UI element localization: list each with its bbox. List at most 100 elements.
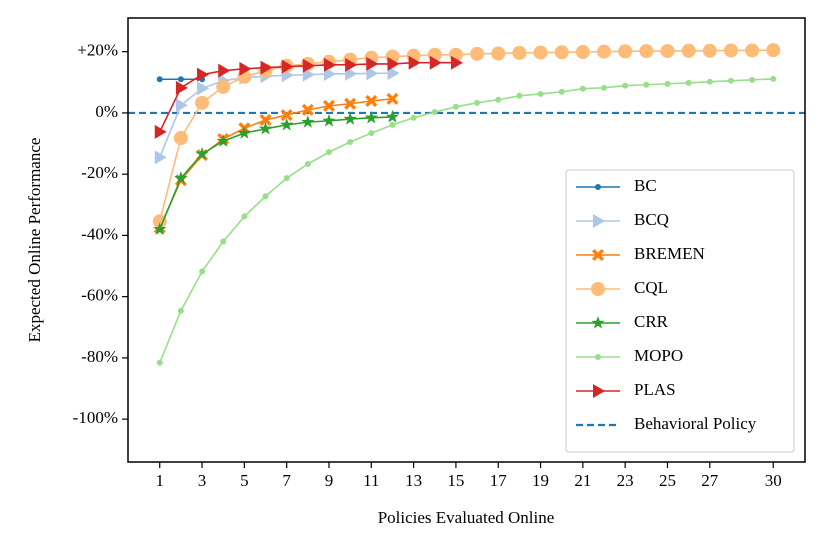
x-tick-label: 21 <box>574 471 591 490</box>
marker <box>220 238 227 245</box>
marker <box>302 58 315 73</box>
series-line <box>158 78 774 364</box>
marker <box>366 66 379 81</box>
x-axis-label: Policies Evaluated Online <box>378 508 555 527</box>
marker <box>177 307 184 314</box>
series <box>154 55 463 139</box>
marker <box>389 121 396 128</box>
marker <box>175 98 188 113</box>
marker <box>173 131 188 146</box>
x-tick-label: 7 <box>282 471 291 490</box>
marker <box>452 103 459 110</box>
marker <box>495 96 502 103</box>
marker <box>174 171 188 184</box>
marker <box>766 43 781 58</box>
marker <box>639 44 654 59</box>
marker <box>281 59 294 74</box>
marker <box>745 43 760 58</box>
legend-label: MOPO <box>634 346 683 365</box>
marker <box>554 45 569 60</box>
marker <box>195 146 209 160</box>
marker <box>387 66 400 81</box>
marker <box>410 114 417 121</box>
x-tick-label: 13 <box>405 471 422 490</box>
legend-label: CQL <box>634 278 668 297</box>
legend-box <box>565 169 795 453</box>
marker <box>595 354 601 360</box>
y-axis-label: Expected Online Performance <box>25 138 44 343</box>
marker <box>579 85 586 92</box>
marker <box>601 84 608 91</box>
marker <box>175 80 188 95</box>
marker <box>343 112 357 125</box>
marker <box>216 134 230 147</box>
marker <box>325 149 332 156</box>
marker <box>283 175 290 182</box>
y-tick-label: +20% <box>77 41 118 60</box>
marker <box>195 95 210 110</box>
marker <box>260 60 273 75</box>
marker <box>347 139 354 146</box>
marker <box>660 44 675 59</box>
legend-label: PLAS <box>634 380 676 399</box>
marker <box>770 75 777 82</box>
marker <box>592 249 604 261</box>
marker <box>322 113 336 127</box>
marker <box>618 44 633 59</box>
y-tick-label: 0% <box>95 102 118 121</box>
marker <box>323 67 336 82</box>
series <box>153 109 400 235</box>
marker <box>702 43 717 58</box>
marker <box>591 282 605 296</box>
x-tick-label: 23 <box>617 471 634 490</box>
marker <box>723 43 738 58</box>
marker <box>593 384 605 398</box>
marker <box>575 44 590 59</box>
marker <box>154 150 167 165</box>
marker <box>280 117 294 131</box>
marker <box>322 99 335 112</box>
x-tick-label: 1 <box>155 471 164 490</box>
marker <box>749 76 756 83</box>
marker <box>199 268 206 275</box>
marker <box>197 81 210 96</box>
marker <box>591 316 605 329</box>
legend-label: BC <box>634 176 657 195</box>
marker <box>280 109 293 122</box>
x-tick-label: 27 <box>701 471 719 490</box>
y-tick-label: -80% <box>81 347 118 366</box>
marker <box>345 57 358 72</box>
marker <box>258 121 273 135</box>
marker <box>386 92 399 105</box>
marker <box>216 79 231 94</box>
series-line <box>158 116 393 230</box>
marker <box>345 66 358 81</box>
x-tick-label: 15 <box>447 471 464 490</box>
marker <box>365 94 378 107</box>
marker <box>537 90 544 97</box>
legend-label: BREMEN <box>634 244 705 263</box>
marker <box>685 79 692 86</box>
y-tick-label: -20% <box>81 163 118 182</box>
marker <box>304 161 311 168</box>
marker <box>470 46 485 61</box>
marker <box>156 76 163 83</box>
marker <box>364 110 378 124</box>
marker <box>301 103 314 116</box>
marker <box>706 78 713 85</box>
marker <box>595 184 601 190</box>
marker <box>156 359 163 366</box>
marker <box>431 109 438 116</box>
marker <box>259 113 272 126</box>
series <box>156 75 777 366</box>
marker <box>368 130 375 137</box>
marker <box>597 44 612 59</box>
marker <box>429 55 442 70</box>
x-tick-label: 3 <box>198 471 207 490</box>
y-tick-label: -100% <box>73 408 118 427</box>
marker <box>450 55 463 70</box>
x-tick-label: 9 <box>325 471 334 490</box>
marker <box>197 67 210 82</box>
marker <box>241 213 248 220</box>
